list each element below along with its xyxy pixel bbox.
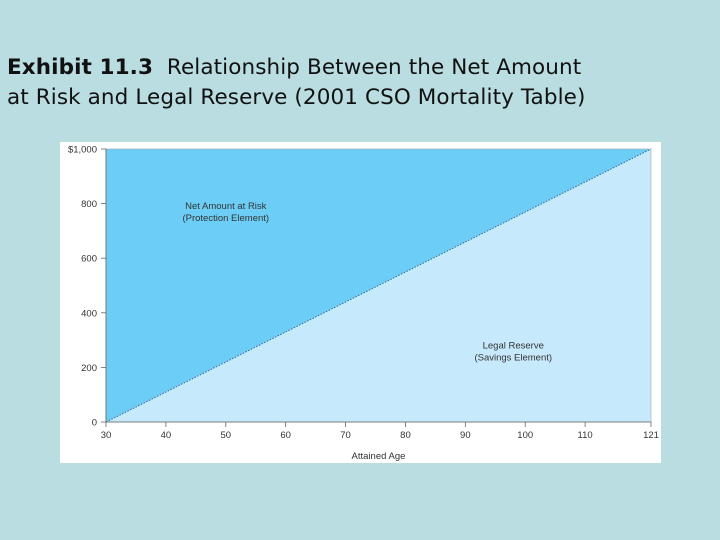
y-tick-label: 400 — [81, 308, 97, 319]
area-chart: 0 200 400 600 800 $1,000 30 40 50 60 70 80 90 100 110… — [68, 145, 659, 463]
x-tick-label: 70 — [340, 430, 351, 441]
x-tick-label: 50 — [220, 430, 231, 441]
x-axis: 30 40 50 60 70 80 90 100 110 121 — [101, 421, 659, 441]
net-amount-annotation-line-2: (Protection Element) — [182, 213, 269, 224]
reserve-annotation-line-1: Legal Reserve — [483, 340, 544, 351]
chart-panel: 0 200 400 600 800 $1,000 30 40 50 60 70 80 90 100 110… — [60, 142, 661, 463]
y-axis: 0 200 400 600 800 $1,000 — [68, 145, 107, 429]
reserve-boundary-line — [105, 148, 652, 423]
net-amount-annotation-line-1: Net Amount at Risk — [185, 201, 267, 212]
exhibit-label: Exhibit 11.3 — [7, 55, 153, 80]
y-tick-label: 0 — [92, 418, 97, 429]
x-tick-label: 121 — [643, 430, 659, 441]
x-tick-label: 80 — [400, 430, 411, 441]
reserve-annotation-line-2: (Savings Element) — [474, 352, 552, 363]
y-tick-label: 800 — [81, 199, 97, 210]
y-tick-label: $1,000 — [68, 145, 97, 156]
x-tick-label: 40 — [161, 430, 172, 441]
x-tick-label: 60 — [280, 430, 291, 441]
x-axis-label: Attained Age — [352, 451, 406, 462]
x-tick-label: 110 — [578, 430, 593, 441]
x-tick-label: 100 — [517, 430, 533, 441]
title-line-2: at Risk and Legal Reserve (2001 CSO Mort… — [7, 85, 586, 110]
exhibit-title: Exhibit 11.3 Relationship Between the Ne… — [7, 53, 707, 113]
x-tick-label: 90 — [460, 430, 471, 441]
y-tick-label: 200 — [81, 363, 97, 374]
x-tick-label: 30 — [101, 430, 112, 441]
title-line-1: Relationship Between the Net Amount — [166, 55, 582, 80]
y-tick-label: 600 — [81, 254, 97, 265]
